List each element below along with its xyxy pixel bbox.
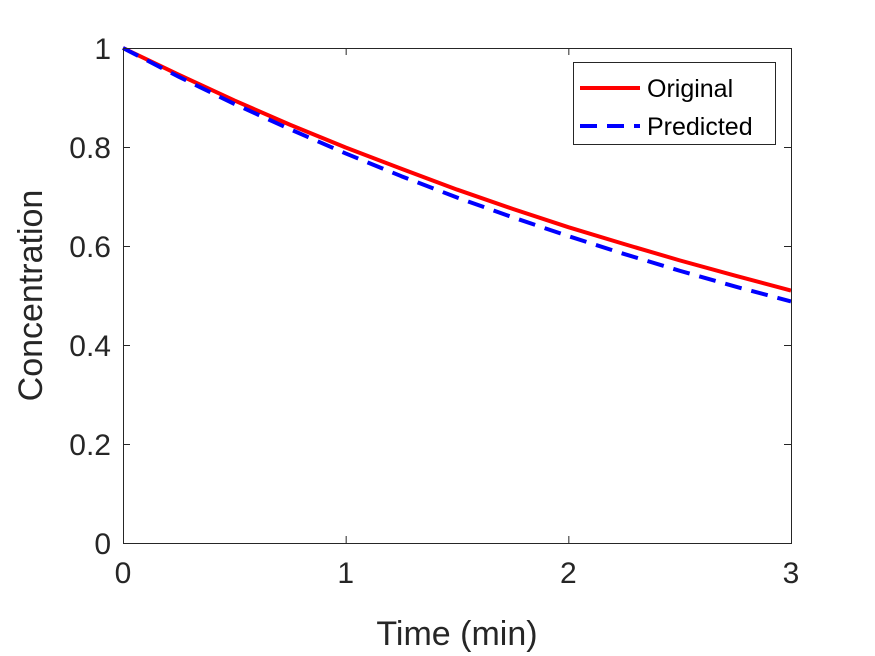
- x-tick-label: 2: [560, 557, 577, 590]
- series-layer: [122, 46, 792, 304]
- x-axis-label: Time (min): [376, 615, 537, 653]
- y-tick-label: 0.2: [69, 429, 111, 462]
- axes-box: [123, 48, 792, 544]
- x-tick-label: 0: [115, 557, 132, 590]
- y-tick-label: 0.8: [69, 132, 111, 165]
- legend-label-original: Original: [647, 75, 733, 103]
- series-line-original: [122, 46, 792, 293]
- y-tick-label: 0: [94, 528, 111, 561]
- x-tick-label: 3: [783, 557, 800, 590]
- tick-labels: 0 1 2 3 0 0.2 0.4 0.6 0.8 1: [69, 33, 799, 590]
- legend-label-predicted: Predicted: [647, 113, 753, 141]
- series-line-predicted: [122, 46, 792, 304]
- legend-box: [573, 62, 776, 145]
- y-tick-label: 1: [94, 33, 111, 66]
- x-tick-label: 1: [337, 557, 354, 590]
- y-tick-label: 0.4: [69, 330, 111, 363]
- legend: Original Predicted: [573, 62, 776, 145]
- y-axis-label: Concentration: [12, 190, 50, 402]
- y-tick-label: 0.6: [69, 231, 111, 264]
